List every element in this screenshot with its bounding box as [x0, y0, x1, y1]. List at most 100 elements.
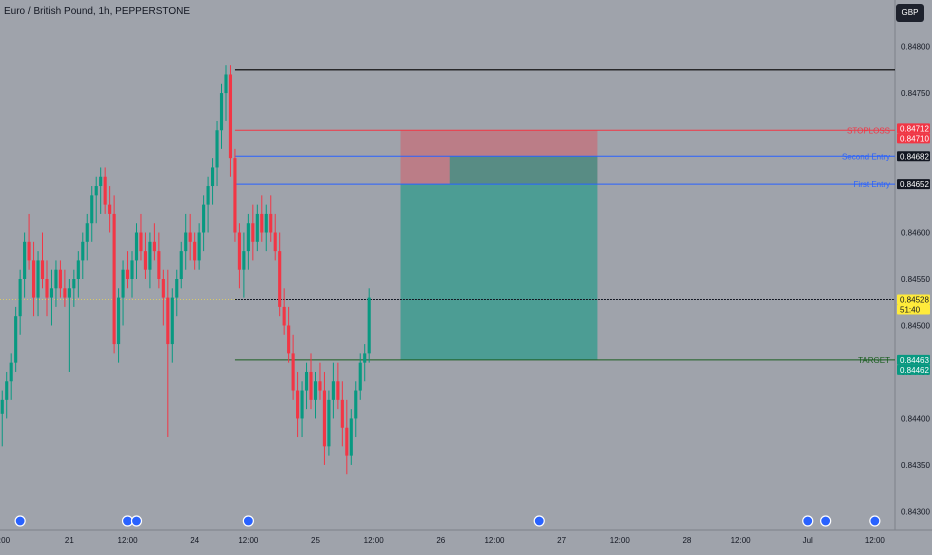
candle-body[interactable] [300, 390, 304, 419]
candle-body[interactable] [327, 399, 331, 447]
price-axis-label-bg [897, 123, 930, 134]
candle-body[interactable] [188, 232, 192, 242]
candle-body[interactable] [179, 251, 183, 279]
candle-body[interactable] [117, 297, 121, 345]
event-marker-icon[interactable] [242, 515, 254, 527]
candle-body[interactable] [14, 316, 18, 363]
candle-body[interactable] [58, 269, 62, 289]
candle-body[interactable] [345, 427, 349, 456]
candle-body[interactable] [228, 74, 233, 159]
event-marker-icon[interactable] [130, 515, 143, 527]
candle-body[interactable] [134, 232, 139, 261]
candle-body[interactable] [331, 381, 335, 400]
x-tick-label: 12:00 [238, 536, 259, 545]
candle-body[interactable] [318, 381, 322, 391]
candle-body[interactable] [85, 223, 89, 242]
candle-body[interactable] [27, 241, 31, 261]
y-tick-label: 0.84400 [901, 414, 930, 423]
candle-body[interactable] [349, 418, 353, 456]
candle-body[interactable] [103, 176, 107, 205]
candle-body[interactable] [0, 399, 4, 414]
candle-body[interactable] [148, 241, 152, 270]
candle-body[interactable] [246, 223, 250, 252]
candle-body[interactable] [54, 269, 58, 289]
candle-body[interactable] [322, 390, 327, 447]
candle-body[interactable] [255, 213, 259, 242]
candle-body[interactable] [45, 279, 49, 298]
price-axis-label-bg [897, 364, 930, 375]
candle-body[interactable] [202, 204, 206, 233]
candle-body[interactable] [170, 297, 174, 345]
candle-body[interactable] [184, 232, 188, 252]
candle-body[interactable] [340, 399, 344, 428]
candle-body[interactable] [282, 306, 286, 326]
candle-body[interactable] [215, 130, 219, 168]
event-marker-icon[interactable] [802, 515, 814, 527]
candle-body[interactable] [336, 381, 340, 400]
candle-body[interactable] [130, 260, 134, 279]
candle-body[interactable] [304, 371, 309, 391]
candle-body[interactable] [273, 232, 277, 252]
candle-body[interactable] [121, 269, 125, 298]
candle-body[interactable] [31, 260, 36, 298]
candle-body[interactable] [358, 362, 362, 391]
candle-body[interactable] [125, 269, 130, 279]
candle-body[interactable] [18, 279, 22, 317]
candle-body[interactable] [112, 213, 116, 345]
candle-body[interactable] [49, 288, 54, 298]
x-tick-label: 2:00 [0, 536, 11, 545]
candle-body[interactable] [193, 241, 197, 261]
candle-body[interactable] [161, 279, 165, 298]
candle-body[interactable] [99, 176, 103, 187]
candle-body[interactable] [269, 213, 273, 233]
candle-body[interactable] [219, 93, 224, 131]
candle-body[interactable] [166, 297, 170, 345]
candle-body[interactable] [278, 251, 282, 307]
candle-body[interactable] [36, 260, 40, 298]
candle-body[interactable] [260, 213, 264, 233]
candle-body[interactable] [233, 158, 237, 233]
candle-body[interactable] [143, 251, 148, 270]
event-marker-icon[interactable] [869, 515, 881, 527]
price-axis-label-bg [897, 151, 930, 162]
candle-body[interactable] [224, 74, 228, 94]
candle-body[interactable] [5, 381, 9, 400]
candle-body[interactable] [63, 288, 67, 298]
candle-body[interactable] [287, 325, 291, 354]
candle-body[interactable] [139, 232, 143, 252]
candle-body[interactable] [108, 204, 112, 214]
candle-body[interactable] [242, 251, 246, 270]
candle-body[interactable] [23, 241, 27, 279]
candle-body[interactable] [313, 381, 318, 400]
candle-body[interactable] [363, 353, 367, 363]
candle-body[interactable] [197, 232, 201, 261]
candle-body[interactable] [309, 371, 313, 400]
x-tick-label: 12:00 [484, 536, 505, 545]
candle-body[interactable] [81, 241, 85, 261]
candle-body[interactable] [67, 288, 71, 298]
candle-body[interactable] [72, 279, 76, 289]
candle-body[interactable] [237, 232, 241, 270]
candle-body[interactable] [152, 241, 156, 252]
candle-body[interactable] [175, 279, 179, 298]
candle-body[interactable] [291, 353, 295, 391]
candle-body[interactable] [251, 223, 255, 242]
candle-body[interactable] [9, 362, 13, 382]
event-marker-icon[interactable] [14, 515, 26, 527]
event-marker-icon[interactable] [820, 515, 832, 527]
candle-body[interactable] [354, 390, 358, 419]
candle-body[interactable] [206, 186, 210, 205]
candle-body[interactable] [157, 251, 161, 279]
candle-body[interactable] [76, 260, 80, 279]
candle-body[interactable] [367, 297, 371, 354]
event-marker-icon[interactable] [533, 515, 545, 527]
candle-body[interactable] [210, 167, 215, 187]
candle-body[interactable] [94, 186, 98, 196]
candle-body[interactable] [40, 260, 45, 279]
currency-badge[interactable]: GBP [896, 4, 924, 22]
candle-body[interactable] [264, 213, 268, 233]
candle-body[interactable] [90, 195, 94, 224]
candle-body[interactable] [296, 390, 300, 419]
